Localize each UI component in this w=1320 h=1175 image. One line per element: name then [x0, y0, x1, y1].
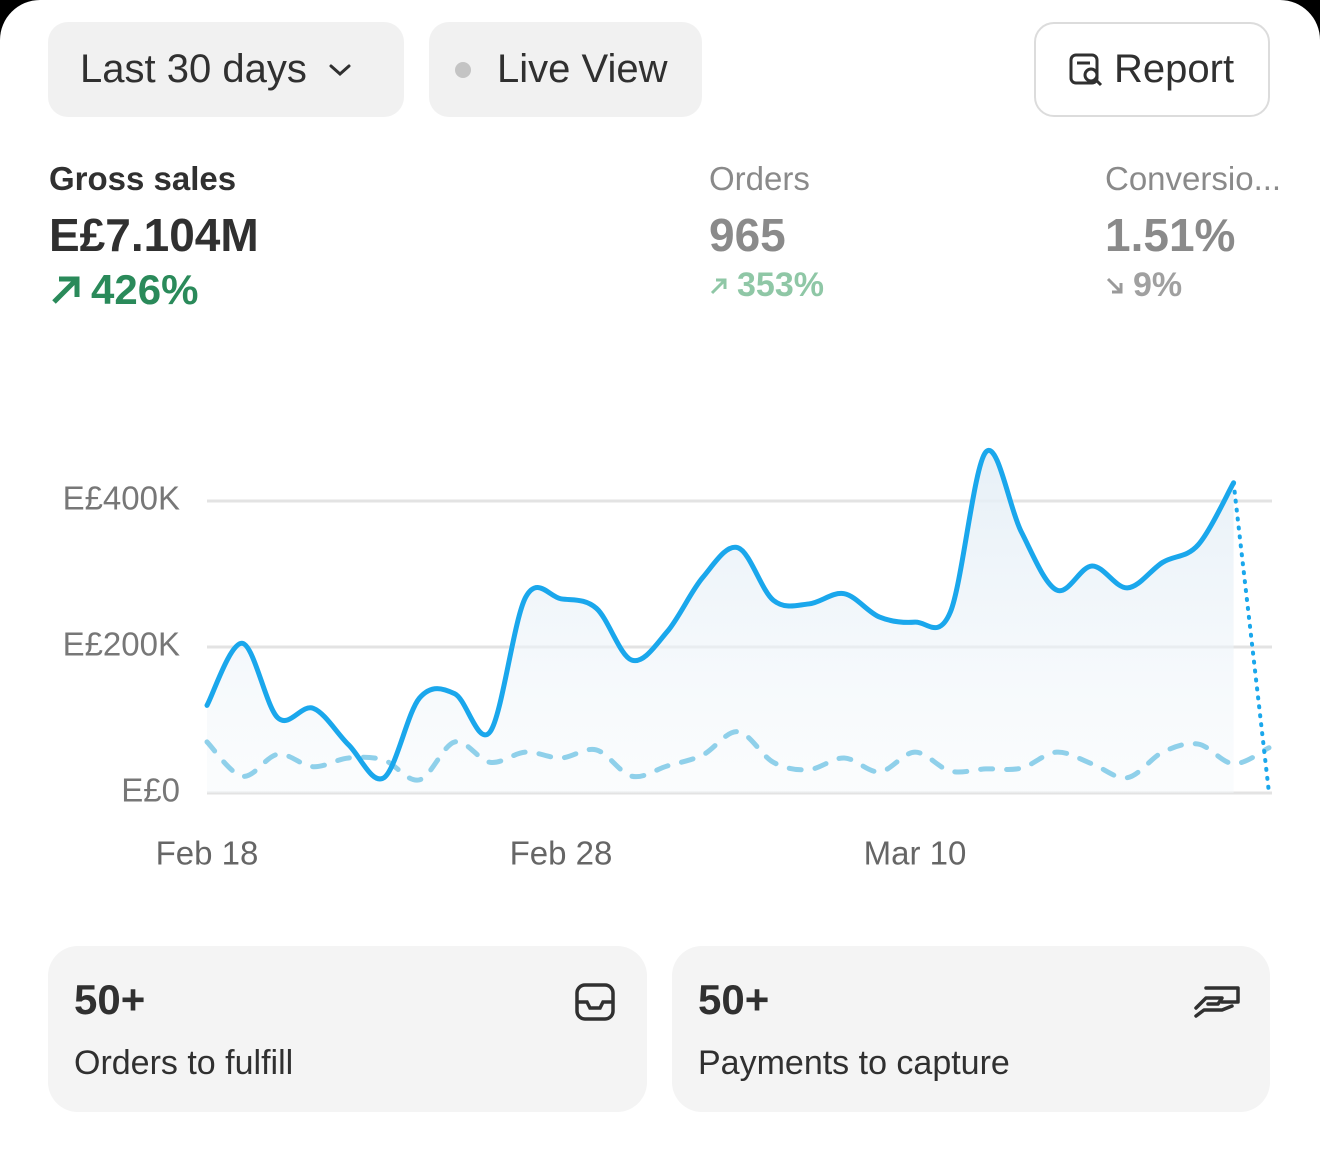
live-view-label: Live View [497, 47, 668, 91]
metric-label: Gross sales [49, 160, 237, 197]
metric-change: 9% [1105, 266, 1320, 305]
up-arrow [52, 276, 80, 304]
metric-value: 965 [709, 209, 786, 261]
y-tick-label: E£0 [121, 772, 180, 809]
tile-count: 50+ [74, 976, 146, 1023]
live-view-button[interactable]: Live View [429, 22, 702, 117]
metric-label: Orders [709, 160, 810, 197]
metric-change-value: 9% [1133, 266, 1183, 304]
up-arrow [710, 278, 727, 294]
tile-label: Orders to fulfill [74, 1044, 294, 1082]
line-partial [1231, 480, 1271, 795]
y-tick-label: E£400K [63, 480, 180, 517]
date-range-label: Last 30 days [80, 47, 307, 91]
metric-change-value: 426% [91, 266, 199, 313]
report-icon [1069, 53, 1103, 86]
report-label: Report [1114, 47, 1235, 91]
sales-chart: E£0 E£200K E£400K Feb 18 Feb 28 Mar 10 [63, 447, 1272, 872]
x-tick-label: Mar 10 [864, 835, 967, 872]
metric-value: E£7.104M [49, 209, 259, 261]
metric-conversion[interactable]: Conversio... 1.51% 9% [1105, 160, 1320, 305]
report-button[interactable]: Report [1034, 22, 1270, 117]
metric-change: 426% [49, 266, 259, 314]
comparison-line [204, 729, 1272, 783]
x-tick-label: Feb 18 [156, 835, 259, 872]
x-tick-label: Feb 28 [510, 835, 613, 872]
metric-change-value: 353% [737, 266, 824, 304]
date-range-button[interactable]: Last 30 days [48, 22, 404, 117]
metric-value: 1.51% [1105, 209, 1236, 261]
line [204, 447, 1237, 782]
tile-label: Payments to capture [698, 1044, 1010, 1082]
payments-tile[interactable]: 50+ Payments to capture [672, 946, 1270, 1112]
metric-orders[interactable]: Orders 965 353% [709, 160, 824, 305]
metric-change: 353% [709, 266, 824, 305]
y-tick-label: E£200K [63, 626, 180, 663]
down-arrow [1106, 277, 1123, 293]
metric-label: Conversio... [1105, 160, 1282, 197]
live-dot [455, 61, 471, 78]
orders-tile[interactable]: 50+ Orders to fulfill [48, 946, 647, 1112]
inbox-icon [575, 983, 615, 1021]
payment-icon [1194, 986, 1240, 1018]
chevron-icon [329, 64, 351, 76]
metric-gross-sales[interactable]: Gross sales E£7.104M 426% [49, 160, 259, 314]
tile-count: 50+ [698, 976, 770, 1023]
